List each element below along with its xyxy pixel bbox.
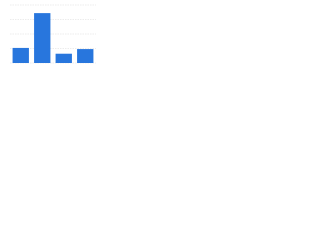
bar [77,49,94,63]
chart [10,4,96,64]
page: (() => { const data = JSON.parse(documen… [0,0,320,71]
bar [34,13,51,64]
bar [12,47,29,63]
bar [55,53,72,63]
